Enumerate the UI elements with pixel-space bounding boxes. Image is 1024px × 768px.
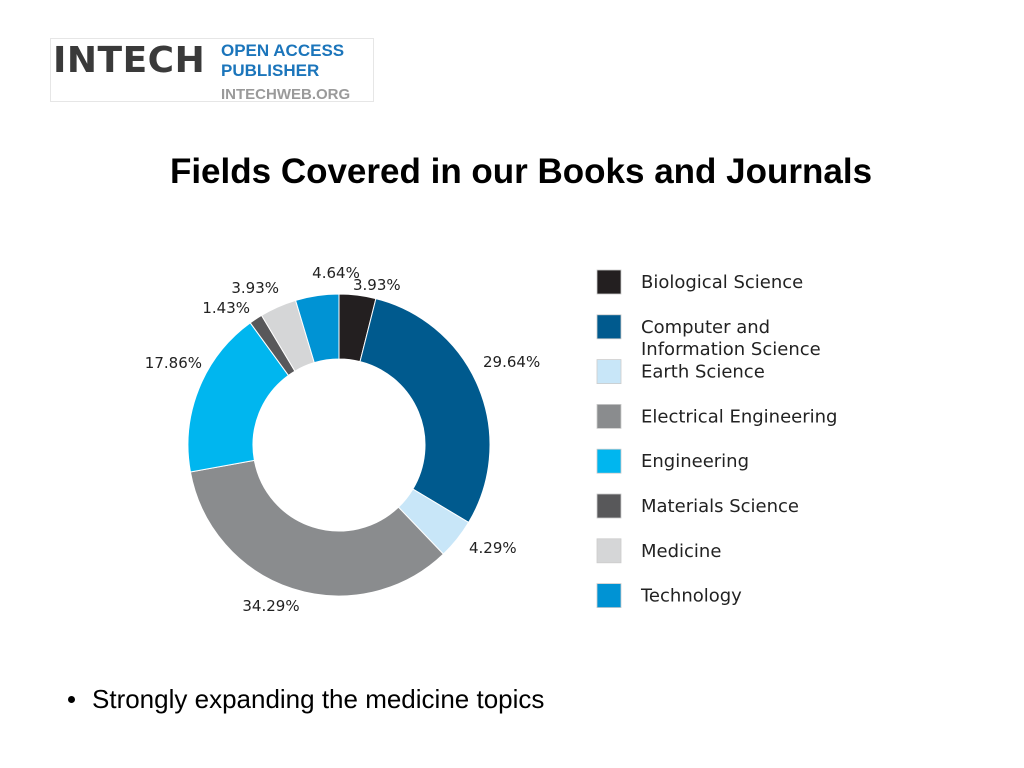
slice-label: 17.86% bbox=[145, 354, 202, 372]
legend-label: Medicine bbox=[641, 541, 721, 562]
legend-label: Materials Science bbox=[641, 496, 799, 517]
bullet-text: Strongly expanding the medicine topics bbox=[92, 684, 545, 714]
bullet-item: Strongly expanding the medicine topics bbox=[68, 684, 544, 715]
legend-label: Earth Science bbox=[641, 362, 765, 383]
slice-label: 34.29% bbox=[242, 597, 299, 615]
legend-label: Technology bbox=[640, 586, 742, 607]
slice-label: 1.43% bbox=[202, 299, 250, 317]
legend-swatch bbox=[596, 403, 622, 429]
page-title: Fields Covered in our Books and Journals bbox=[169, 152, 873, 191]
logo-tagline-2: PUBLISHER bbox=[221, 61, 320, 80]
slice-label: 29.64% bbox=[483, 353, 540, 371]
legend-label: Computer and bbox=[641, 317, 770, 338]
slice-label: 3.93% bbox=[353, 276, 401, 294]
publisher-logo: INTECH OPEN ACCESS PUBLISHER INTECHWEB.O… bbox=[50, 38, 374, 103]
slice-technology bbox=[294, 293, 340, 364]
legend-label: Electrical Engineering bbox=[641, 406, 837, 427]
legend-swatch bbox=[596, 493, 622, 519]
legend-label: Engineering bbox=[641, 451, 749, 472]
legend-swatch bbox=[596, 269, 622, 295]
logo-tagline-1: OPEN ACCESS bbox=[221, 41, 345, 60]
bullet-dot bbox=[68, 695, 75, 703]
slice-label: 3.93% bbox=[231, 279, 279, 297]
slice-computer-and-information-science bbox=[359, 297, 491, 524]
logo-brand: INTECH bbox=[53, 40, 206, 81]
legend-swatch bbox=[596, 359, 622, 384]
donut-chart: 3.93%29.64%4.29%34.29%17.86%1.43%3.93%4.… bbox=[145, 264, 838, 615]
logo-url: INTECHWEB.ORG bbox=[221, 86, 351, 103]
legend-swatch bbox=[596, 448, 622, 474]
chart-legend: Biological Science Computer andInformatio… bbox=[596, 269, 837, 609]
legend-label: Information Science bbox=[641, 339, 821, 360]
legend-swatch bbox=[596, 538, 622, 564]
slice-electrical-engineering bbox=[189, 459, 445, 597]
slice-label: 4.64% bbox=[312, 264, 360, 282]
legend-swatch bbox=[596, 583, 622, 609]
slice-label: 4.29% bbox=[469, 539, 517, 557]
legend-label: Biological Science bbox=[641, 272, 803, 293]
legend-swatch bbox=[596, 314, 622, 340]
